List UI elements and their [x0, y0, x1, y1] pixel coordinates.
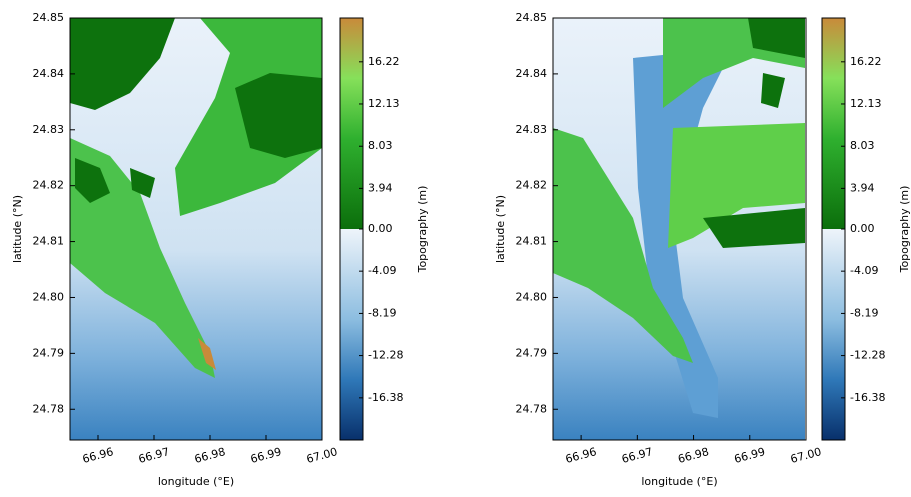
- colorbar-tick-label: 8.03: [368, 139, 393, 152]
- y-tick-label: 24.84: [33, 67, 65, 80]
- x-tick-label: 66.97: [620, 445, 654, 466]
- x-tick-label: 66.96: [564, 445, 598, 466]
- y-tick-label: 24.82: [33, 179, 65, 192]
- colorbar-tick-label: -4.09: [850, 264, 878, 277]
- colorbar-label: Topography (m): [416, 186, 429, 274]
- y-tick-label: 24.85: [516, 11, 548, 24]
- colorbar-tick-label: -12.28: [368, 349, 403, 362]
- colorbar-tick-label: 12.13: [368, 97, 400, 110]
- colorbar-tick-label: 16.22: [850, 55, 882, 68]
- y-tick-label: 24.79: [33, 346, 65, 359]
- y-tick-label: 24.80: [33, 290, 65, 303]
- x-tick-label: 66.96: [81, 445, 115, 466]
- x-tick-label: 66.98: [193, 445, 227, 466]
- x-tick-label: 66.98: [677, 445, 711, 466]
- terrain-left: [70, 18, 322, 440]
- plot-frame: [69, 17, 323, 441]
- terrain-right: [553, 18, 805, 440]
- colorbar-label: Topography (m): [898, 186, 911, 274]
- y-tick-label: 24.78: [516, 402, 548, 415]
- colorbar-tick-label: 12.13: [850, 97, 882, 110]
- y-axis-label: latitude (°N): [494, 195, 507, 263]
- colorbar-tick-label: 0.00: [850, 222, 875, 235]
- colorbar-tick-label: 3.94: [368, 181, 393, 194]
- x-axis-label: longitude (°E): [641, 475, 717, 488]
- x-tick-label: 66.99: [249, 445, 283, 466]
- x-tick-label: 66.99: [733, 445, 767, 466]
- y-tick-label: 24.83: [516, 123, 548, 136]
- colorbar-tick-label: 8.03: [850, 139, 875, 152]
- y-tick-label: 24.83: [33, 123, 65, 136]
- x-tick-label: 67.00: [305, 445, 339, 466]
- colorbar-tick-label: -16.38: [850, 391, 885, 404]
- y-tick-label: 24.84: [516, 67, 548, 80]
- y-tick-label: 24.81: [33, 235, 65, 248]
- x-axis-label: longitude (°E): [158, 475, 234, 488]
- colorbar-tick-label: 3.94: [850, 181, 875, 194]
- y-tick-label: 24.79: [516, 346, 548, 359]
- colorbar-tick-label: -8.19: [850, 306, 878, 319]
- colorbar-tick-label: -16.38: [368, 391, 403, 404]
- y-tick-label: 24.82: [516, 179, 548, 192]
- colorbar-tick-label: -4.09: [368, 264, 396, 277]
- x-tick-label: 66.97: [137, 445, 171, 466]
- y-tick-label: 24.78: [33, 402, 65, 415]
- y-tick-label: 24.81: [516, 235, 548, 248]
- colorbar-tick-label: 0.00: [368, 222, 393, 235]
- x-tick-label: 67.00: [789, 445, 823, 466]
- colorbar-tick-label: 16.22: [368, 55, 400, 68]
- y-tick-label: 24.80: [516, 290, 548, 303]
- colorbar-tick-label: -8.19: [368, 306, 396, 319]
- y-axis-label: latitude (°N): [11, 195, 24, 263]
- y-tick-label: 24.85: [33, 11, 65, 24]
- plot-frame: [552, 17, 807, 441]
- colorbar-tick-label: -12.28: [850, 349, 885, 362]
